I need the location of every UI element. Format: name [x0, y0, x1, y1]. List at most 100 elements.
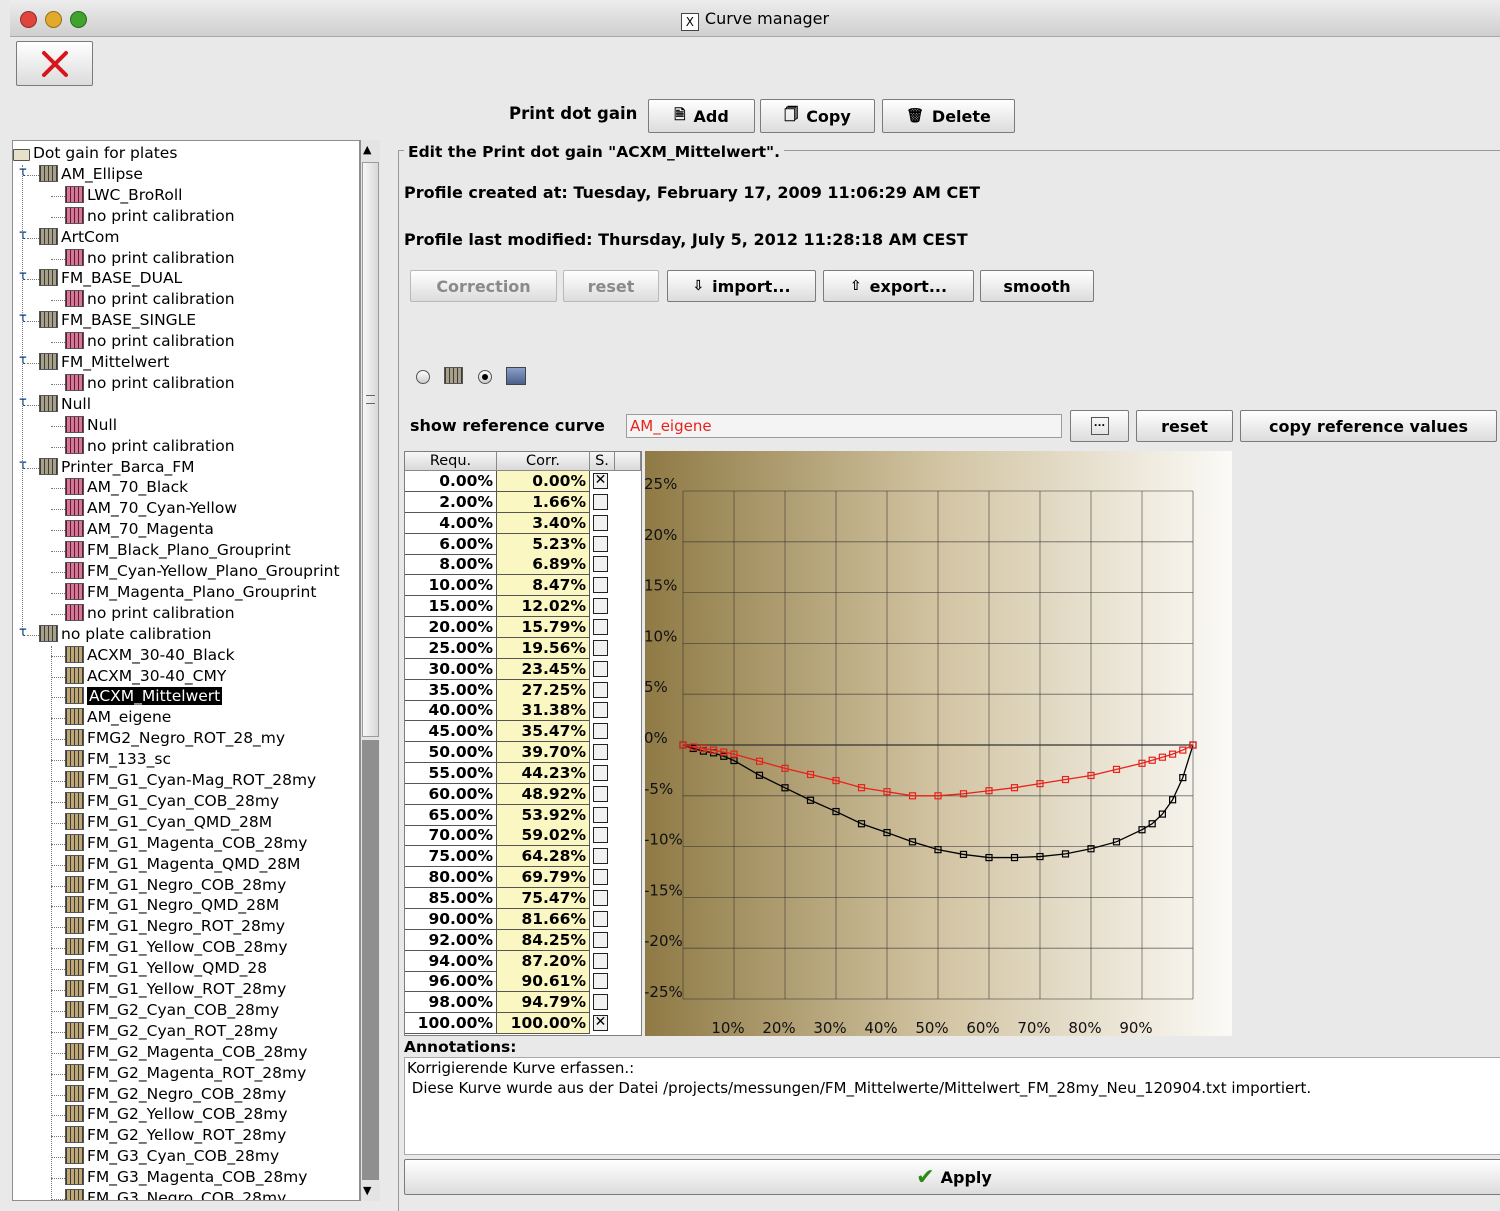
smooth-checkbox[interactable]	[593, 744, 608, 761]
smooth-checkbox[interactable]	[593, 827, 608, 844]
radio-curve-mode[interactable]	[416, 370, 430, 384]
minimize-window-icon[interactable]	[45, 11, 62, 28]
copy-reference-values-button[interactable]: copy reference values	[1240, 410, 1497, 442]
tree-item[interactable]: no print calibration	[65, 373, 235, 394]
corr-cell[interactable]: 1.66%	[497, 491, 590, 513]
smooth-checkbox[interactable]	[593, 910, 608, 927]
requ-cell[interactable]: 96.00%	[405, 971, 497, 993]
tree-group[interactable]: Null	[39, 394, 91, 415]
add-button[interactable]: 🗎 Add	[648, 99, 755, 133]
corr-cell[interactable]: 87.20%	[497, 950, 590, 972]
reference-curve-field[interactable]: AM_eigene	[626, 414, 1062, 438]
requ-cell[interactable]: 65.00%	[405, 804, 497, 826]
corr-cell[interactable]: 53.92%	[497, 804, 590, 826]
corr-cell[interactable]: 75.47%	[497, 888, 590, 909]
smooth-checkbox[interactable]	[593, 785, 608, 802]
smooth-checkbox[interactable]	[593, 660, 608, 677]
smooth-checkbox[interactable]	[593, 890, 608, 906]
smooth-checkbox[interactable]: ✕	[593, 472, 608, 489]
tree-item[interactable]: no print calibration	[65, 206, 235, 227]
browse-reference-button[interactable]: ...	[1070, 410, 1129, 442]
tree-item[interactable]: LWC_BroRoll	[65, 185, 182, 206]
corr-cell[interactable]: 35.47%	[497, 721, 590, 743]
table-header[interactable]: S.	[590, 452, 615, 471]
tree-item[interactable]: FM_G1_Magenta_QMD_28M	[65, 854, 300, 875]
tree-group[interactable]: ArtCom	[39, 227, 119, 248]
reset-reference-button[interactable]: reset	[1136, 410, 1233, 442]
scrollbar-track-lower[interactable]	[362, 740, 379, 1180]
requ-cell[interactable]: 40.00%	[405, 700, 497, 722]
requ-cell[interactable]: 90.00%	[405, 908, 497, 930]
smooth-checkbox[interactable]: ✕	[593, 1014, 608, 1032]
corr-cell[interactable]: 3.40%	[497, 512, 590, 534]
tree-item[interactable]: ACXM_30-40_CMY	[65, 666, 226, 687]
smooth-checkbox[interactable]	[593, 994, 608, 1011]
corr-cell[interactable]: 31.38%	[497, 700, 590, 722]
corr-cell[interactable]: 59.02%	[497, 825, 590, 847]
tree-item[interactable]: FM_G2_Magenta_COB_28my	[65, 1042, 307, 1063]
requ-cell[interactable]: 35.00%	[405, 679, 497, 701]
profile-tree[interactable]: Dot gain for plates AM_Ellipse τ LWC_BroRol…	[12, 140, 360, 1201]
requ-cell[interactable]: 85.00%	[405, 888, 497, 909]
tree-item[interactable]: FMG2_Negro_ROT_28_my	[65, 728, 285, 749]
table-header[interactable]: Corr.	[497, 452, 590, 471]
corr-cell[interactable]: 0.00%	[497, 471, 590, 492]
smooth-checkbox[interactable]	[593, 764, 608, 781]
scroll-down-icon[interactable]: ▼	[363, 1184, 372, 1197]
corr-cell[interactable]: 39.70%	[497, 742, 590, 764]
corr-cell[interactable]: 100.00%	[497, 1013, 590, 1035]
requ-cell[interactable]: 30.00%	[405, 658, 497, 680]
requ-cell[interactable]: 80.00%	[405, 867, 497, 889]
smooth-checkbox[interactable]	[593, 848, 608, 865]
tree-item[interactable]: FM_G1_Magenta_COB_28my	[65, 833, 307, 854]
smooth-checkbox[interactable]	[593, 806, 608, 823]
zoom-window-icon[interactable]	[70, 11, 87, 28]
tree-item[interactable]: Null	[65, 415, 117, 436]
tree-item[interactable]: FM_G1_Cyan_QMD_28M	[65, 812, 272, 833]
corr-cell[interactable]: 5.23%	[497, 533, 590, 555]
tree-group[interactable]: AM_Ellipse	[39, 164, 143, 185]
requ-cell[interactable]: 98.00%	[405, 992, 497, 1014]
annotations-textarea[interactable]: Korrigierende Kurve erfassen.: Diese Kur…	[404, 1057, 1500, 1155]
tree-item[interactable]: FM_G3_Cyan_COB_28my	[65, 1146, 279, 1167]
close-button[interactable]	[16, 41, 93, 86]
requ-cell[interactable]: 10.00%	[405, 575, 497, 597]
tree-item[interactable]: no print calibration	[65, 289, 235, 310]
corr-cell[interactable]: 44.23%	[497, 762, 590, 784]
corr-cell[interactable]: 19.56%	[497, 637, 590, 659]
smooth-checkbox[interactable]	[593, 618, 608, 635]
tree-item[interactable]: AM_eigene	[65, 707, 171, 728]
tree-group[interactable]: FM_BASE_DUAL	[39, 268, 182, 289]
scrollbar-thumb[interactable]	[362, 162, 379, 737]
smooth-checkbox[interactable]	[593, 681, 608, 698]
tree-item[interactable]: FM_133_sc	[65, 749, 171, 770]
tree-item[interactable]: FM_G2_Magenta_ROT_28my	[65, 1063, 306, 1084]
tree-group[interactable]: Printer_Barca_FM	[39, 457, 195, 478]
smooth-checkbox[interactable]	[593, 556, 608, 573]
tree-item[interactable]: FM_G2_Yellow_COB_28my	[65, 1104, 288, 1125]
requ-cell[interactable]: 45.00%	[405, 721, 497, 743]
smooth-checkbox[interactable]	[593, 973, 608, 990]
smooth-checkbox[interactable]	[593, 577, 608, 594]
requ-cell[interactable]: 70.00%	[405, 825, 497, 847]
requ-cell[interactable]: 6.00%	[405, 533, 497, 555]
tree-scrollbar[interactable]: ▲ ▼	[360, 140, 380, 1201]
tree-item[interactable]: AM_70_Cyan-Yellow	[65, 498, 237, 519]
corr-cell[interactable]: 84.25%	[497, 929, 590, 951]
reset-curve-button[interactable]: reset	[563, 270, 659, 302]
corr-cell[interactable]: 27.25%	[497, 679, 590, 701]
corr-cell[interactable]: 15.79%	[497, 616, 590, 638]
corr-cell[interactable]: 6.89%	[497, 554, 590, 576]
smooth-button[interactable]: smooth	[980, 270, 1094, 302]
import-button[interactable]: ⇩ import...	[667, 270, 816, 302]
requ-cell[interactable]: 25.00%	[405, 637, 497, 659]
tree-item[interactable]: FM_G2_Negro_COB_28my	[65, 1084, 286, 1105]
smooth-checkbox[interactable]	[593, 639, 608, 656]
smooth-checkbox[interactable]	[593, 598, 608, 615]
scroll-up-icon[interactable]: ▲	[363, 143, 372, 156]
corr-cell[interactable]: 23.45%	[497, 658, 590, 680]
requ-cell[interactable]: 0.00%	[405, 471, 497, 492]
tree-item[interactable]: FM_G1_Negro_ROT_28my	[65, 916, 285, 937]
close-window-icon[interactable]	[20, 11, 37, 28]
smooth-checkbox[interactable]	[593, 869, 608, 886]
